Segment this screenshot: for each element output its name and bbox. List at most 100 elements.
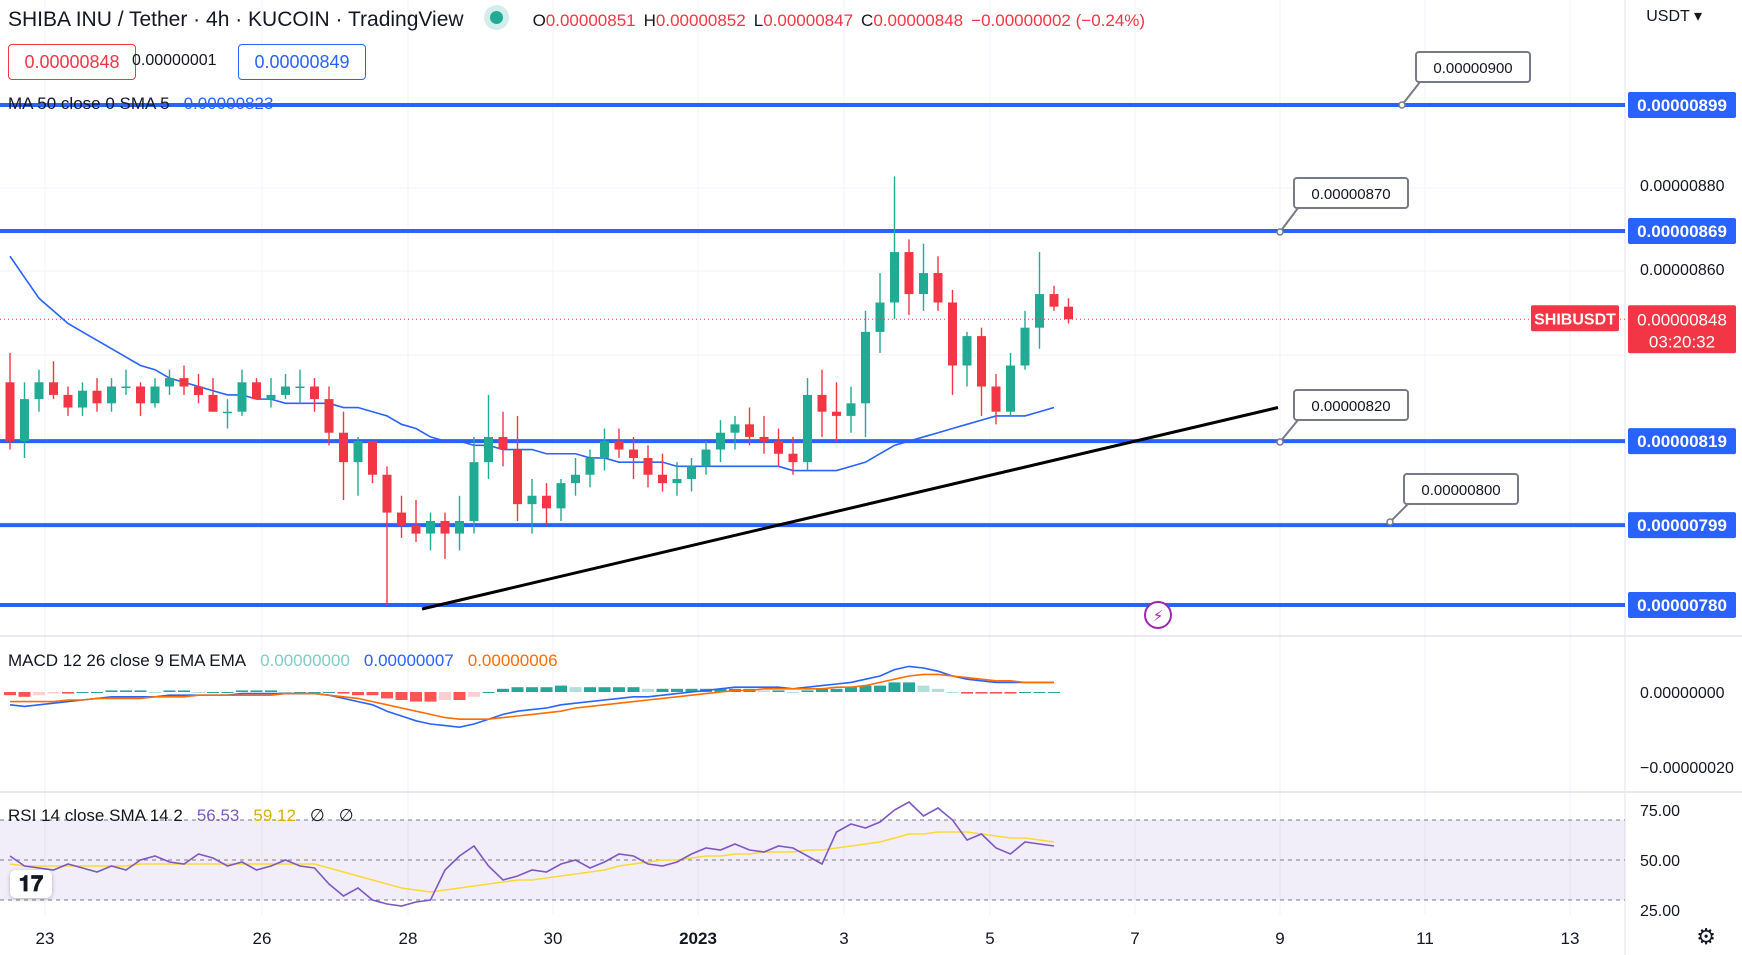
macd-histogram-bar bbox=[163, 690, 176, 692]
macd-histogram-bar bbox=[439, 692, 451, 700]
candle bbox=[1006, 352, 1015, 416]
candle bbox=[527, 478, 537, 534]
candle bbox=[136, 382, 145, 416]
candle-body bbox=[310, 386, 319, 400]
candle-body bbox=[542, 495, 551, 509]
candle-body bbox=[832, 411, 841, 416]
candle-body bbox=[281, 386, 290, 395]
callout-label: 0.00000800 bbox=[1421, 482, 1500, 499]
macd-histogram-bar bbox=[221, 692, 234, 693]
macd-histogram-bar bbox=[946, 692, 959, 693]
candle-body bbox=[991, 386, 1001, 412]
candle-body bbox=[803, 394, 812, 463]
macd-histogram-bar bbox=[381, 692, 393, 699]
price-tick-label: 0.00000860 bbox=[1640, 262, 1725, 279]
macd-histogram-bar bbox=[76, 692, 89, 693]
candle-body bbox=[1064, 306, 1073, 320]
macd-histogram-bar bbox=[685, 688, 698, 692]
candle bbox=[498, 411, 508, 467]
candle-body bbox=[353, 441, 363, 463]
candle-body bbox=[179, 378, 189, 387]
macd-histogram-bar bbox=[1019, 692, 1031, 693]
candle-body bbox=[1006, 365, 1015, 412]
currency-selector[interactable]: USDT ▾ bbox=[1646, 8, 1702, 25]
macd-histogram-bar bbox=[627, 687, 640, 692]
candle bbox=[832, 382, 841, 442]
candle bbox=[5, 352, 15, 450]
low-value: 0.00000847 bbox=[763, 11, 854, 30]
macd-histogram-bar bbox=[308, 692, 321, 693]
candle-body bbox=[484, 436, 493, 463]
candle-body bbox=[716, 432, 725, 450]
macd-histogram-bar bbox=[859, 685, 872, 692]
callout-box bbox=[1415, 51, 1531, 83]
candle bbox=[368, 441, 377, 484]
candle-body bbox=[237, 382, 247, 412]
macd-histogram-bar bbox=[526, 687, 538, 692]
candle bbox=[759, 415, 769, 454]
sell-button[interactable]: 0.00000848 bbox=[8, 44, 136, 80]
candle-body bbox=[556, 483, 566, 509]
macd-histogram-bar bbox=[236, 690, 248, 692]
x-tick-label: 2023 bbox=[679, 929, 717, 948]
macd-legend[interactable]: MACD 12 26 close 9 EMA EMA 0.00000000 0.00… bbox=[8, 651, 558, 671]
candle-body bbox=[585, 457, 595, 475]
candle bbox=[237, 369, 247, 416]
candle-body bbox=[150, 386, 160, 404]
macd-histogram-bar bbox=[961, 692, 973, 694]
settings-gear-icon[interactable]: ⚙ bbox=[1696, 924, 1716, 949]
candle bbox=[266, 378, 276, 408]
level-price-tag bbox=[1628, 512, 1736, 539]
callouts-layer: 0.00000900 0.00000870 0.00000820 0.00000800… bbox=[1144, 51, 1531, 629]
callout-box bbox=[1403, 473, 1519, 505]
symbol-title[interactable]: SHIBA INU / Tether · 4h · KUCOIN · Tradi… bbox=[8, 8, 464, 31]
macd-histogram-bar bbox=[816, 688, 828, 692]
candle bbox=[600, 428, 609, 471]
candle bbox=[223, 399, 232, 429]
macd-histogram-bar bbox=[903, 682, 915, 692]
candle bbox=[484, 394, 493, 479]
candle-body bbox=[788, 453, 798, 463]
macd-histogram-bar bbox=[990, 692, 1002, 694]
open-value: 0.00000851 bbox=[545, 11, 636, 30]
macd-label: MACD 12 26 close 9 EMA EMA bbox=[8, 651, 247, 670]
candle bbox=[1020, 310, 1030, 370]
candle-body bbox=[5, 382, 15, 442]
candle bbox=[78, 382, 87, 416]
candle bbox=[34, 369, 44, 412]
macd-histogram-bar bbox=[656, 688, 669, 692]
candle bbox=[774, 428, 783, 467]
candle-body bbox=[513, 449, 522, 505]
candle-body bbox=[498, 436, 508, 450]
candle-body bbox=[426, 520, 435, 534]
rsi-extra-2: ∅ bbox=[338, 806, 354, 825]
macd-histogram-bar bbox=[366, 692, 379, 696]
candle bbox=[411, 499, 421, 542]
callout-label: 0.00000820 bbox=[1311, 398, 1390, 415]
rsi-legend[interactable]: RSI 14 close SMA 14 2 56.53 59.12 ∅ ∅ bbox=[8, 806, 354, 826]
candle bbox=[295, 369, 305, 404]
buy-button[interactable]: 0.00000849 bbox=[238, 44, 366, 80]
x-tick-label: 23 bbox=[36, 929, 55, 948]
last-price-label: 0.00000848 bbox=[1637, 310, 1727, 329]
candle-body bbox=[701, 449, 711, 467]
candle-body bbox=[382, 474, 392, 513]
open-label: O bbox=[532, 11, 546, 30]
ma-label: MA 50 close 0 SMA 5 bbox=[8, 94, 170, 113]
candle bbox=[121, 369, 131, 395]
candle-body bbox=[295, 386, 305, 389]
trendline bbox=[421, 406, 1279, 611]
ma-legend[interactable]: MA 50 close 0 SMA 5 0.00000823 bbox=[8, 94, 273, 114]
candle-body bbox=[977, 336, 986, 387]
macd-histogram-bar bbox=[47, 692, 60, 694]
candle bbox=[165, 369, 174, 395]
candle-body bbox=[1049, 294, 1059, 307]
tradingview-logo-icon[interactable]: 𝟏𝟕 bbox=[10, 870, 52, 898]
lightning-glyph: ⚡ bbox=[1153, 607, 1164, 625]
candle-body bbox=[745, 424, 754, 437]
candle bbox=[179, 365, 189, 395]
rsi-ma-value: 59.12 bbox=[253, 806, 296, 825]
candle bbox=[1035, 252, 1044, 349]
callout-anchor bbox=[1276, 228, 1284, 236]
